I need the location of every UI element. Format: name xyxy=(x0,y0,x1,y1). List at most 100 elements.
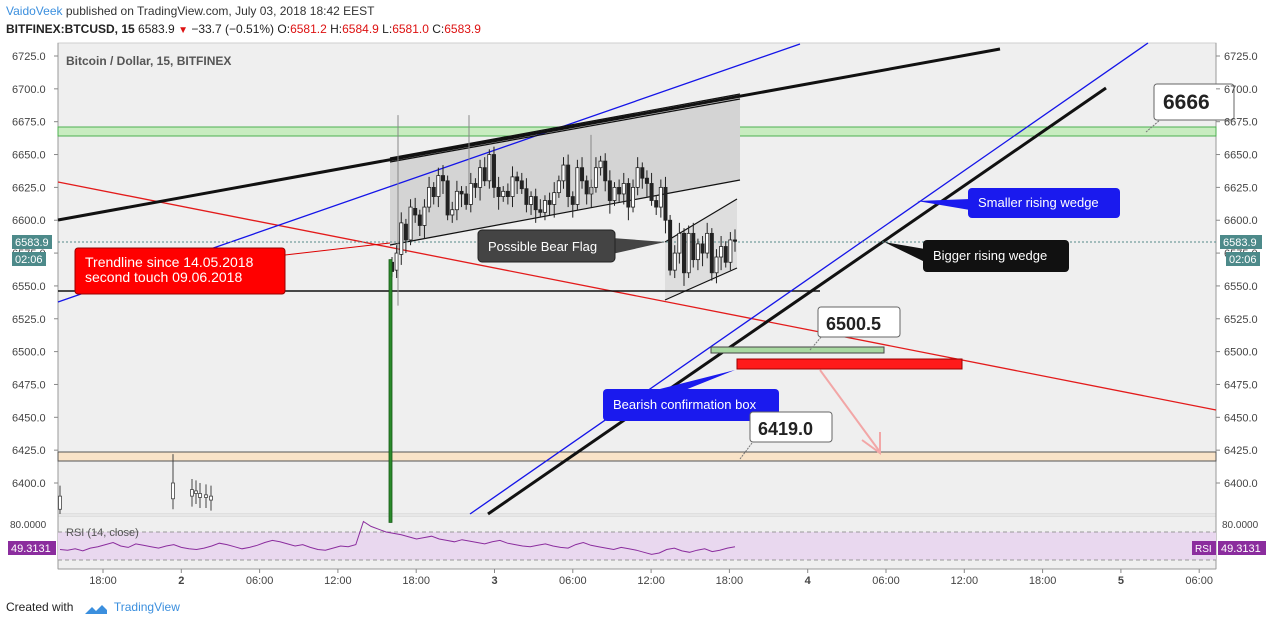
current-price-left-text: 6583.9 xyxy=(15,237,49,249)
candle-body-19 xyxy=(478,167,483,188)
trendline-callout[interactable] xyxy=(74,247,286,295)
callout-6666[interactable] xyxy=(1153,83,1235,121)
last-price: 6583.9 xyxy=(138,22,175,36)
x-tick-11: 12:00 xyxy=(951,575,979,587)
spike-candles xyxy=(58,259,393,523)
candle-body-20 xyxy=(482,167,487,182)
smaller-wedge-callout-text: Smaller rising wedge xyxy=(978,195,1099,210)
early-candle-body-3 xyxy=(194,490,198,494)
bearish-confirmation-callout[interactable] xyxy=(603,389,779,421)
rsi-band xyxy=(58,532,1216,560)
candle-body-25 xyxy=(505,190,510,197)
smaller-wedge-callout[interactable] xyxy=(968,188,1120,218)
candle-body-30 xyxy=(529,196,534,205)
candle-body-69 xyxy=(709,232,714,274)
candle-body-18 xyxy=(473,183,478,188)
candle-body-14 xyxy=(454,190,459,211)
callout-6419-text: 6419.0 xyxy=(758,419,813,439)
callout-6500-5[interactable] xyxy=(817,306,901,338)
rsi-top-tick-left: 80.0000 xyxy=(10,520,47,531)
x-axis[interactable]: 18:00 2 06:00 12:00 18:00 3 06:00 12:00 18:00 4 06… xyxy=(89,569,1213,587)
candle-body-15 xyxy=(459,190,464,195)
rsi-value-right: 49.3131 xyxy=(1221,543,1261,555)
candle-body-40 xyxy=(575,167,580,205)
candle-body-61 xyxy=(672,252,677,271)
candle-body-4 xyxy=(408,206,413,241)
y-tick-left-2: 6675.0 xyxy=(12,117,46,129)
tradingview-link[interactable]: TradingView xyxy=(113,600,180,614)
countdown-badge-right xyxy=(1226,252,1260,266)
y-tick-right-12: 6425.0 xyxy=(1224,445,1258,457)
y-tick-left-7: 6550.0 xyxy=(12,281,46,293)
x-tick-8: 18:00 xyxy=(716,575,744,587)
bear-flag-callout[interactable] xyxy=(477,229,616,263)
candle-body-13 xyxy=(450,209,455,216)
trendline-callout-line2: second touch 09.06.2018 xyxy=(85,269,242,285)
candle-body-21 xyxy=(487,154,492,182)
y-axis-right[interactable]: 6725.06700.06675.06650.06625.06600.06575… xyxy=(1216,51,1258,490)
y-tick-left-8: 6525.0 xyxy=(12,314,46,326)
publish-header: VaidoVeek published on TradingView.com, … xyxy=(6,4,375,18)
candle-body-64 xyxy=(686,232,691,274)
black-bigger-wedge-line xyxy=(487,86,1107,516)
flag-lower-line xyxy=(664,267,738,301)
current-price-badge-left xyxy=(12,235,52,249)
callout-6666-text: 6666 xyxy=(1163,91,1210,114)
black-channel-top-a xyxy=(389,93,741,159)
x-tick-0: 18:00 xyxy=(89,575,117,587)
blue-smaller-wedge-line xyxy=(469,42,1149,515)
candle-body-17 xyxy=(468,183,473,205)
black-channel-bottom xyxy=(389,179,741,246)
y-tick-left-1: 6700.0 xyxy=(12,84,46,96)
x-tick-3: 12:00 xyxy=(324,575,352,587)
x-tick-2: 06:00 xyxy=(246,575,274,587)
candle-body-16 xyxy=(464,193,469,205)
author-link[interactable]: VaidoVeek xyxy=(6,4,63,18)
footer: Created with TradingView xyxy=(6,600,180,614)
y-tick-left-4: 6625.0 xyxy=(12,182,46,194)
y-tick-left-13: 6400.0 xyxy=(12,478,46,490)
candle-body-72 xyxy=(723,246,728,263)
candle-body-65 xyxy=(691,232,696,261)
y-tick-right-11: 6450.0 xyxy=(1224,412,1258,424)
candle-body-51 xyxy=(626,183,631,208)
early-candle-body-6 xyxy=(209,495,213,501)
rsi-value-badge-left xyxy=(8,541,56,555)
price-change: −33.7 (−0.51%) xyxy=(191,22,275,36)
candle-body-41 xyxy=(580,167,585,182)
x-tick-14: 06:00 xyxy=(1185,575,1213,587)
early-candle-body-5 xyxy=(204,494,208,498)
candle-body-34 xyxy=(547,200,552,205)
black-channel-top-b xyxy=(389,98,741,163)
x-tick-13: 5 xyxy=(1118,575,1124,587)
y-tick-right-5: 6600.0 xyxy=(1224,215,1258,227)
candle-body-58 xyxy=(658,186,663,208)
high-value: 6584.9 xyxy=(342,22,379,36)
early-candle-body-1 xyxy=(171,482,175,500)
y-tick-right-4: 6625.0 xyxy=(1224,182,1258,194)
candle-body-29 xyxy=(524,188,529,205)
rsi-line xyxy=(59,520,736,555)
candle-body-52 xyxy=(631,186,636,208)
current-price-badge-right xyxy=(1220,235,1262,249)
candle-body-60 xyxy=(668,219,673,271)
rsi-value-badge-right xyxy=(1218,541,1266,555)
y-axis-left[interactable]: 6725.06700.06675.06650.06625.06600.06575… xyxy=(12,51,58,490)
candle-body-7 xyxy=(422,206,427,226)
candle-body-10 xyxy=(436,175,441,197)
close-value: 6583.9 xyxy=(444,22,481,36)
target-box-green xyxy=(710,346,885,354)
bigger-wedge-callout[interactable] xyxy=(923,240,1069,272)
down-triangle-icon: ▼ xyxy=(178,25,188,36)
callout-6500-5-text: 6500.5 xyxy=(826,314,881,334)
current-price-right-text: 6583.9 xyxy=(1223,237,1257,249)
low-value: 6581.0 xyxy=(392,22,429,36)
candle-body-42 xyxy=(584,180,589,195)
candle-body-38 xyxy=(566,164,571,197)
y-tick-right-2: 6675.0 xyxy=(1224,117,1258,129)
candle-body-68 xyxy=(705,232,710,254)
rsi-tag-text: RSI xyxy=(1195,544,1212,555)
candle-body-46 xyxy=(603,160,608,182)
callout-6419[interactable] xyxy=(749,411,833,443)
